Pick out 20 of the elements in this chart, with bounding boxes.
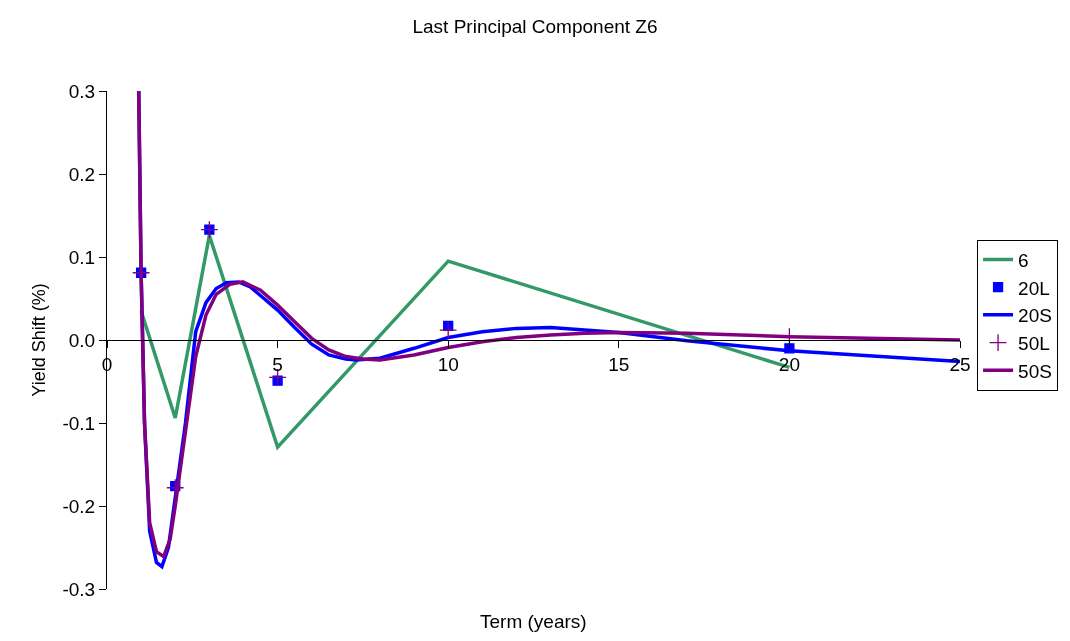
legend-label: 20S [1018, 305, 1052, 327]
x-tick-label: 10 [437, 353, 459, 375]
y-tick-label: 0.2 [68, 163, 96, 185]
x-tick-label: 25 [949, 353, 971, 375]
x-axis-title: Term (years) [480, 611, 587, 632]
y-tick-label: 0.1 [68, 246, 96, 268]
x-tick-label: 5 [272, 353, 283, 375]
y-tick-label: 0.0 [68, 329, 96, 351]
y-tick-label: 0.3 [68, 80, 96, 102]
legend-label: 50L [1018, 332, 1050, 354]
y-tick-label: -0.1 [62, 412, 96, 434]
y-tick-label: -0.2 [62, 495, 96, 517]
chart-title: Last Principal Component Z6 [412, 15, 658, 37]
legend-label: 20L [1018, 277, 1050, 299]
legend-label: 50S [1018, 360, 1052, 382]
x-tick-label: 15 [608, 353, 630, 375]
y-tick-label: -0.3 [62, 578, 96, 600]
y-axis-title: Yield Shift (%) [28, 283, 49, 397]
x-tick-label: 20 [778, 353, 800, 375]
legend-label: 6 [1018, 249, 1029, 271]
